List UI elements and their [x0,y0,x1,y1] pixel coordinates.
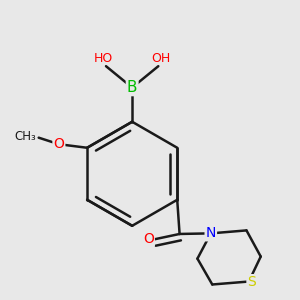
Text: O: O [53,137,64,151]
Text: O: O [143,232,154,246]
Text: OH: OH [152,52,171,65]
Text: N: N [206,226,216,240]
Text: CH₃: CH₃ [14,130,36,143]
Text: S: S [248,275,256,289]
Text: HO: HO [93,52,113,65]
Text: B: B [127,80,137,95]
